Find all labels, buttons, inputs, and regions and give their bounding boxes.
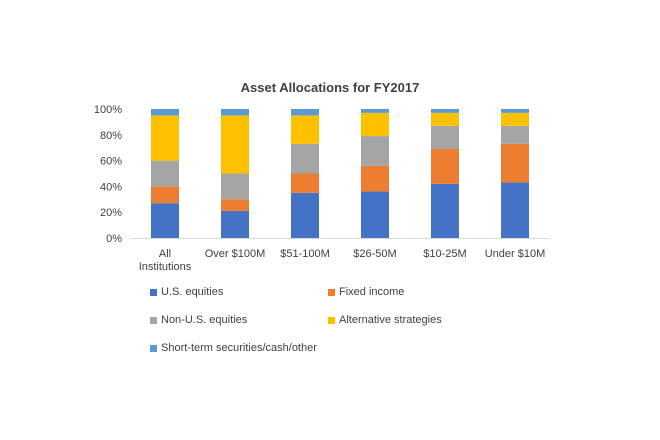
legend-swatch: [150, 316, 157, 324]
chart-title: Asset Allocations for FY2017: [240, 80, 420, 95]
y-tick-label: 20%: [100, 207, 122, 219]
bar-segment: [221, 109, 249, 116]
y-tick-label: 40%: [100, 181, 122, 193]
bar-segment: [361, 191, 389, 238]
y-tick-label: 60%: [100, 156, 122, 168]
bar-segment: [151, 109, 179, 116]
x-tick-label: $51-100M: [280, 248, 330, 260]
bar-segment: [501, 182, 529, 238]
legend-item: Short-term securities/cash/other: [150, 342, 317, 354]
legend-label: Short-term securities/cash/other: [161, 342, 317, 354]
x-tick-label: Over $100M: [205, 248, 266, 260]
bar-segment: [431, 125, 459, 149]
legend-swatch: [150, 344, 157, 352]
legend-label: Non-U.S. equities: [161, 314, 248, 326]
legend-item: Non-U.S. equities: [150, 314, 247, 326]
y-tick-label: 80%: [100, 130, 122, 142]
x-tick-label: Institutions: [139, 261, 192, 273]
legend-swatch: [150, 288, 157, 296]
bar-segment: [501, 109, 529, 113]
y-tick-label: 100%: [94, 104, 122, 116]
bar-segment: [221, 115, 249, 174]
bar-segment: [431, 148, 459, 184]
bar-segment: [291, 115, 319, 144]
bar-segment: [151, 160, 179, 187]
legend-label: Fixed income: [339, 286, 405, 298]
bar-segment: [221, 210, 249, 238]
bar-segment: [291, 192, 319, 238]
bar-segment: [361, 109, 389, 113]
bar-segment: [151, 115, 179, 161]
x-tick-label: $10-25M: [423, 248, 466, 260]
legend-item: Fixed income: [328, 286, 404, 298]
y-tick-label: 0%: [106, 233, 122, 245]
bar-segment: [151, 203, 179, 238]
bar-segment: [291, 173, 319, 193]
bar-segment: [151, 186, 179, 204]
bar-segment: [291, 143, 319, 174]
legend-swatch: [328, 288, 335, 296]
legend-item: U.S. equities: [150, 286, 223, 298]
bar-segment: [431, 183, 459, 238]
bar-segment: [361, 136, 389, 166]
x-tick-label: Under $10M: [485, 248, 546, 260]
x-tick-label: All: [159, 248, 171, 260]
bar-segment: [501, 112, 529, 126]
bar-segment: [361, 112, 389, 137]
bar-segment: [291, 109, 319, 116]
legend-label: Alternative strategies: [339, 314, 442, 326]
legend-label: U.S. equities: [161, 286, 224, 298]
bar-segment: [361, 165, 389, 192]
legend-swatch: [328, 316, 335, 324]
bar-segment: [431, 109, 459, 113]
x-tick-label: $26-50M: [353, 248, 396, 260]
bar-segment: [501, 125, 529, 144]
bar-segment: [501, 143, 529, 183]
legend-item: Alternative strategies: [328, 314, 442, 326]
bar-segment: [431, 112, 459, 126]
bar-segment: [221, 199, 249, 211]
bar-segment: [221, 173, 249, 200]
